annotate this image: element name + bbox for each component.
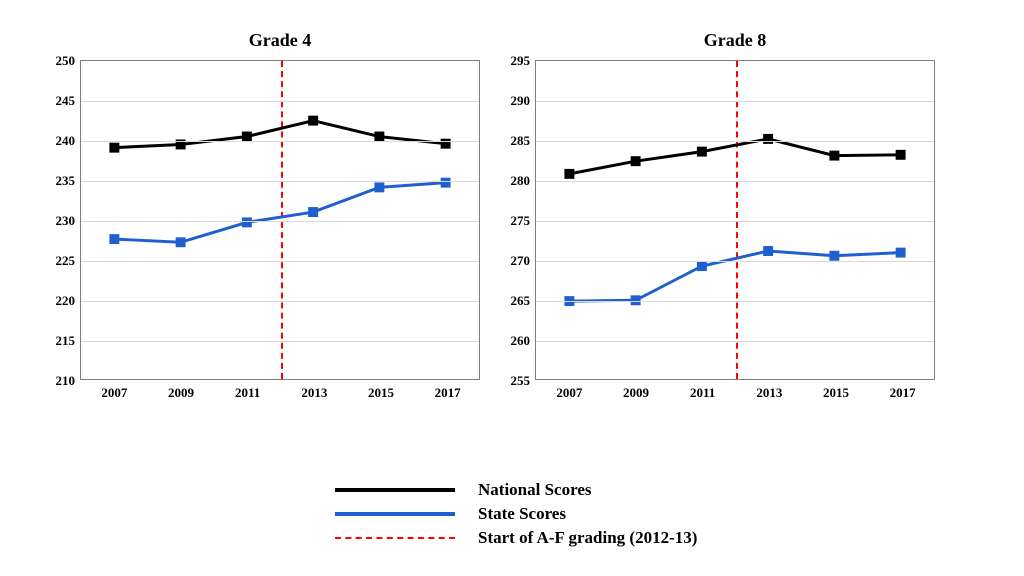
ytick-label: 280 (511, 173, 537, 189)
gridline (536, 101, 934, 102)
legend-item-national: National Scores (330, 480, 697, 500)
ytick-label: 290 (511, 93, 537, 109)
gridline (536, 181, 934, 182)
gridline (81, 181, 479, 182)
ytick-label: 285 (511, 133, 537, 149)
ytick-label: 295 (511, 53, 537, 69)
state-marker (176, 237, 186, 247)
national-marker (242, 132, 252, 142)
legend-item-state: State Scores (330, 504, 697, 524)
xtick-label: 2007 (556, 379, 582, 401)
gridline (536, 341, 934, 342)
ytick-label: 255 (511, 373, 537, 389)
state-marker (374, 182, 384, 192)
series-grade4 (81, 61, 479, 379)
ytick-label: 240 (56, 133, 82, 149)
xtick-label: 2011 (235, 379, 260, 401)
national-line (569, 139, 900, 174)
xtick-label: 2017 (890, 379, 916, 401)
ytick-label: 220 (56, 293, 82, 309)
ytick-label: 275 (511, 213, 537, 229)
xtick-label: 2015 (368, 379, 394, 401)
ytick-label: 245 (56, 93, 82, 109)
national-line (114, 121, 445, 148)
gridline (536, 141, 934, 142)
chart-title-grade8: Grade 8 (635, 30, 835, 51)
gridline (536, 261, 934, 262)
state-marker (896, 248, 906, 258)
national-marker (631, 156, 641, 166)
chart-grade4: 2102152202252302352402452502007200920112… (80, 60, 480, 380)
gridline (81, 141, 479, 142)
gridline (536, 221, 934, 222)
plot-area-grade8: 2552602652702752802852902952007200920112… (535, 60, 935, 380)
state-marker (109, 234, 119, 244)
ytick-label: 250 (56, 53, 82, 69)
state-marker (763, 246, 773, 256)
xtick-label: 2007 (101, 379, 127, 401)
national-marker (697, 147, 707, 157)
legend: National Scores State Scores Start of A-… (330, 476, 697, 552)
gridline (81, 301, 479, 302)
national-marker (308, 116, 318, 126)
xtick-label: 2015 (823, 379, 849, 401)
xtick-label: 2009 (623, 379, 649, 401)
gridline (81, 261, 479, 262)
national-marker (109, 143, 119, 153)
chart-title-grade4: Grade 4 (180, 30, 380, 51)
ytick-label: 265 (511, 293, 537, 309)
legend-swatch-af-start (330, 528, 460, 548)
gridline (81, 101, 479, 102)
xtick-label: 2017 (435, 379, 461, 401)
state-marker (829, 251, 839, 261)
gridline (81, 341, 479, 342)
legend-swatch-state (330, 504, 460, 524)
state-line (114, 183, 445, 243)
ytick-label: 260 (511, 333, 537, 349)
chart-grade8: 2552602652702752802852902952007200920112… (535, 60, 935, 380)
legend-item-af-start: Start of A-F grading (2012-13) (330, 528, 697, 548)
national-marker (374, 132, 384, 142)
xtick-label: 2011 (690, 379, 715, 401)
national-marker (829, 151, 839, 161)
national-marker (896, 150, 906, 160)
legend-label-state: State Scores (478, 504, 566, 524)
xtick-label: 2013 (756, 379, 782, 401)
state-line (569, 251, 900, 301)
legend-label-af-start: Start of A-F grading (2012-13) (478, 528, 697, 548)
legend-label-national: National Scores (478, 480, 592, 500)
state-marker (441, 178, 451, 188)
gridline (536, 301, 934, 302)
state-marker (308, 207, 318, 217)
ytick-label: 210 (56, 373, 82, 389)
national-marker (763, 134, 773, 144)
ytick-label: 235 (56, 173, 82, 189)
legend-swatch-national (330, 480, 460, 500)
state-marker (697, 261, 707, 271)
ytick-label: 270 (511, 253, 537, 269)
state-marker (242, 217, 252, 227)
ytick-label: 215 (56, 333, 82, 349)
xtick-label: 2009 (168, 379, 194, 401)
ytick-label: 230 (56, 213, 82, 229)
xtick-label: 2013 (301, 379, 327, 401)
plot-area-grade4: 2102152202252302352402452502007200920112… (80, 60, 480, 380)
series-grade8 (536, 61, 934, 379)
national-marker (564, 169, 574, 179)
ytick-label: 225 (56, 253, 82, 269)
gridline (81, 221, 479, 222)
figure-canvas: { "layout": { "canvas_width": 1024, "can… (0, 0, 1024, 576)
